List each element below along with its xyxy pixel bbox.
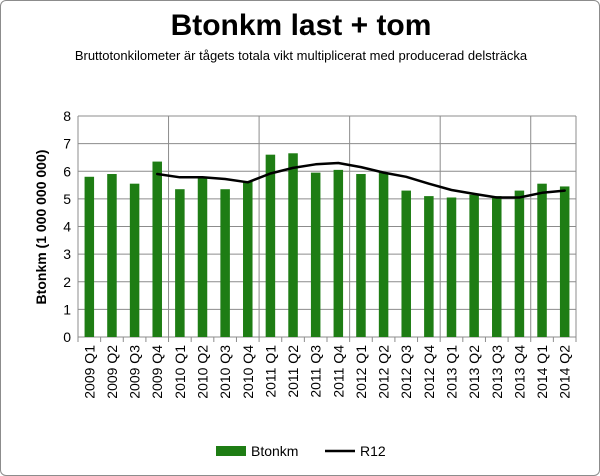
x-tick-label: 2012 Q1 [353,345,369,399]
x-tick-label: 2013 Q3 [489,345,505,399]
bar [401,190,411,337]
bar [84,176,95,337]
y-tick-label: 6 [63,163,71,179]
x-tick-label: 2010 Q2 [195,345,211,399]
x-tick-label: 2011 Q2 [285,345,301,398]
x-tick-label: 2011 Q4 [330,345,346,398]
legend-label-btonkm: Btonkm [251,443,298,459]
x-tick-label: 2012 Q2 [376,345,392,399]
y-tick-label: 0 [63,329,71,345]
chart-subtitle: Bruttotonkilometer är tågets totala vikt… [74,48,528,63]
x-tick-label: 2013 Q2 [466,345,482,399]
bar [356,174,366,337]
bar [243,180,253,337]
x-tick-label: 2009 Q1 [81,345,97,399]
y-tick-label: 1 [63,301,71,317]
x-tick-label: 2011 Q1 [262,345,278,398]
x-tick-label: 2009 Q2 [104,345,120,399]
x-tick-label: 2010 Q1 [172,345,188,399]
bar [152,161,162,337]
bar [288,153,298,337]
bar [175,189,185,337]
bar [129,183,140,337]
y-tick-label: 7 [63,136,71,152]
bar [514,190,525,337]
bar [537,183,547,337]
x-tick-label: 2014 Q1 [534,345,550,399]
bar [424,196,434,337]
bar [492,196,502,337]
bar [310,172,321,337]
bar [446,197,457,337]
bar [220,189,230,337]
y-tick-label: 5 [63,191,71,207]
x-tick-label: 2010 Q3 [217,345,233,399]
y-tick-label: 8 [63,108,71,124]
bar [107,174,117,337]
x-tick-label: 2012 Q4 [421,345,437,399]
bar [378,172,389,337]
chart-title: Btonkm last + tom [170,9,432,42]
bar [265,154,276,337]
x-tick-label: 2013 Q4 [511,345,527,399]
bar [197,176,208,337]
x-tick-label: 2012 Q3 [398,345,414,399]
y-tick-label: 3 [63,246,71,262]
bar [559,186,570,337]
x-tick-label: 2014 Q2 [557,345,573,399]
legend-swatch-btonkm [216,446,246,456]
x-tick-label: 2013 Q1 [444,345,460,399]
x-tick-label: 2009 Q3 [127,345,143,399]
x-tick-label: 2010 Q4 [240,345,256,399]
r12-line [155,161,566,199]
bar [333,169,344,337]
bar [469,194,479,337]
x-tick-label: 2011 Q3 [308,345,324,398]
x-tick-label: 2009 Q4 [149,345,165,399]
y-tick-label: 4 [63,219,71,235]
legend-label-r12: R12 [360,443,386,459]
y-tick-label: 2 [63,274,71,290]
